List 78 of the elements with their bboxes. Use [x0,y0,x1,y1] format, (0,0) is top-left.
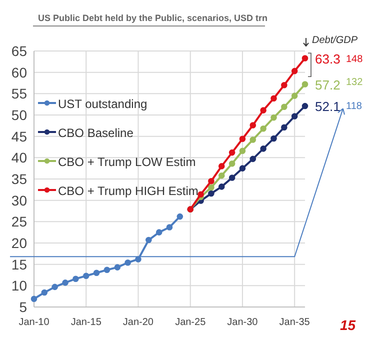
point [260,146,266,152]
y-tick-label: 20 [11,235,28,251]
point [228,174,236,181]
point [208,184,214,191]
y-tick-label: 60 [11,64,28,80]
y-tick-label: 10 [11,278,28,294]
point [291,92,298,99]
text: 15 [340,317,356,333]
x-tick-label: Jan-15 [70,317,102,328]
legend-label: CBO Baseline [58,126,134,140]
point [218,172,225,179]
chart-title: US Public Debt held by the Public, scenarios, USD trn [38,13,268,23]
y-tick-label: 35 [11,171,28,187]
point [302,102,308,110]
point [198,191,204,198]
data-label: 52.1 [315,99,340,114]
point [52,284,58,290]
point [281,124,288,131]
point [250,156,256,162]
point [208,178,214,184]
point [218,163,225,170]
point [176,213,184,220]
y-tick-label: 30 [11,192,28,208]
point [260,107,266,114]
point [281,82,288,88]
point [82,272,90,279]
text: 148 [346,54,364,65]
point [135,256,142,262]
x-tick-label: Jan-30 [227,317,258,328]
point [41,289,48,296]
point [156,229,162,236]
x-tick-label: Jan-10 [18,317,50,328]
text: 118 [346,101,362,112]
point [218,184,225,190]
legend-label: CBO + Trump LOW Estim [58,155,196,169]
point [124,259,131,266]
point [302,55,308,62]
point [250,122,256,128]
point [260,126,266,132]
point [270,95,277,102]
point [281,104,288,110]
data-label: 63.3 [315,51,340,66]
y-tick-label: 55 [11,86,28,102]
point [104,266,110,274]
text: Debt/GDP [312,35,358,46]
point [62,280,68,286]
point [114,264,121,270]
point [239,148,246,154]
point [270,135,277,142]
point [291,113,298,120]
y-tick-label: 50 [11,107,28,123]
point [166,224,173,230]
legend-label: CBO + Trump HIGH Estim [58,184,198,198]
point [302,81,308,88]
y-tick-label: 5 [19,299,28,315]
y-tick-label: 65 [11,43,28,59]
y-tick-label: 15 [11,256,28,272]
point [228,149,236,156]
y-tick-label: 45 [11,128,28,144]
point [146,236,152,244]
legend-label: UST outstanding [58,97,148,111]
point [93,270,100,276]
point [30,296,38,302]
x-tick-label: Jan-25 [175,317,206,328]
x-tick-label: Jan-20 [122,317,154,328]
point [72,276,79,282]
point [239,165,246,172]
point [270,114,277,121]
y-tick-label: 40 [11,150,28,166]
point [291,68,298,74]
x-tick-label: Jan-35 [279,317,310,328]
point [208,190,214,197]
point [228,160,236,167]
y-tick-label: 25 [11,214,28,230]
point [239,136,246,142]
point [250,136,256,143]
data-label: 57.2 [315,77,340,92]
text: 132 [346,77,364,88]
